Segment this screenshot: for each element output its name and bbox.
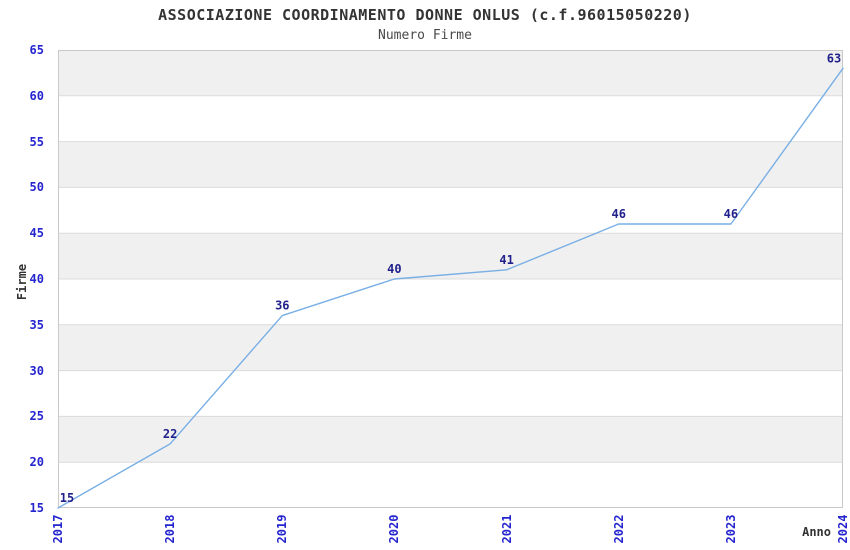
data-point-label: 41 [499,253,513,267]
data-point-label: 22 [163,427,177,441]
data-point-label: 46 [724,207,738,221]
data-point-label: 46 [611,207,625,221]
y-tick-label: 15 [29,501,44,515]
y-tick-label: 35 [29,317,44,332]
y-tick-label: 50 [29,180,44,195]
x-tick-label: 2019 [275,514,290,544]
data-point-label: 15 [60,491,74,505]
chart-title: ASSOCIAZIONE COORDINAMENTO DONNE ONLUS (… [158,6,692,24]
y-tick-label: 30 [29,363,44,378]
y-tick-label: 20 [29,455,44,470]
x-tick-label: 2021 [499,514,514,544]
chart-subtitle: Numero Firme [378,28,472,43]
y-tick-label: 60 [29,88,44,103]
x-tick-label: 2017 [51,514,65,544]
line-chart-plot-area: 15 22 36 40 41 46 46 63 [57,50,844,509]
y-tick-label: 40 [29,272,44,286]
y-tick-label: 55 [29,134,44,149]
y-tick-label: 25 [29,409,44,424]
y-tick-label: 45 [29,226,44,241]
data-point-label: 36 [275,299,289,313]
x-tick-label: 2022 [611,514,626,544]
x-tick-label: 2023 [723,514,738,544]
x-tick-label: 2020 [387,514,402,544]
data-point-label: 40 [387,262,401,276]
x-tick-label: 2024 [836,514,850,544]
data-point-label: 63 [827,51,841,65]
y-tick-label: 65 [29,43,44,57]
x-axis-label: Anno [802,525,831,539]
x-tick-label: 2018 [163,514,178,544]
